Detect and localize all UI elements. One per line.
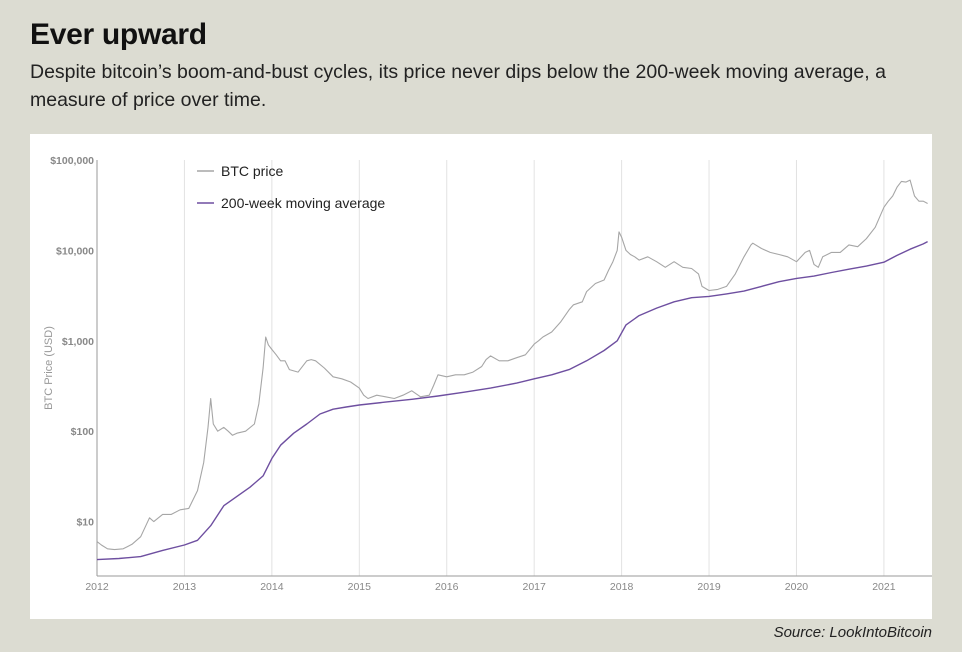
legend-label-moving-average: 200-week moving average — [221, 195, 385, 211]
x-tick-label-2018: 2018 — [610, 581, 634, 593]
x-tick-label-2019: 2019 — [697, 581, 721, 593]
btc-price-line — [96, 179, 928, 551]
series — [96, 179, 928, 561]
y-tick-label-2: $1,000 — [62, 336, 94, 348]
moving-average-line — [96, 240, 928, 561]
y-tick-label-4: $100,000 — [50, 155, 94, 167]
chart-title: Ever upward — [30, 18, 207, 51]
y-tick-labels: $10 $100 $1,000 $10,000 $100,000 — [50, 155, 94, 529]
x-tick-label-2015: 2015 — [348, 581, 372, 593]
x-tick-labels: 2012 2013 2014 2015 2016 2017 2018 2019 2020 2021 — [85, 581, 895, 593]
x-tick-label-2013: 2013 — [173, 581, 197, 593]
y-tick-label-3: $10,000 — [56, 245, 94, 257]
x-tick-label-2020: 2020 — [785, 581, 809, 593]
chart-svg: $10$100$1,000$10,000$100,000 2012 2013 201… — [43, 155, 932, 593]
chart-panel: $10 $100 $1,000 $10,000 $100,000 2012 2013 201… — [30, 134, 932, 619]
x-tick-label-2021: 2021 — [872, 581, 896, 593]
legend-label-btc-price: BTC price — [221, 163, 283, 179]
y-tick-label-0: $10 — [76, 517, 94, 529]
gridlines — [183, 160, 885, 576]
y-tick-label-1: $100 — [71, 426, 95, 438]
x-tick-label-2014: 2014 — [260, 581, 284, 593]
x-tick-label-2017: 2017 — [522, 581, 546, 593]
x-tick-label-2016: 2016 — [435, 581, 459, 593]
source-note: Source: LookIntoBitcoin — [773, 624, 932, 641]
legend: BTC price 200-week moving average — [197, 163, 385, 211]
axes — [96, 160, 932, 577]
chart-subtitle: Despite bitcoin’s boom-and-bust cycles, … — [30, 61, 886, 111]
y-axis-title: BTC Price (USD) — [43, 326, 55, 410]
x-tick-label-2012: 2012 — [85, 581, 109, 593]
